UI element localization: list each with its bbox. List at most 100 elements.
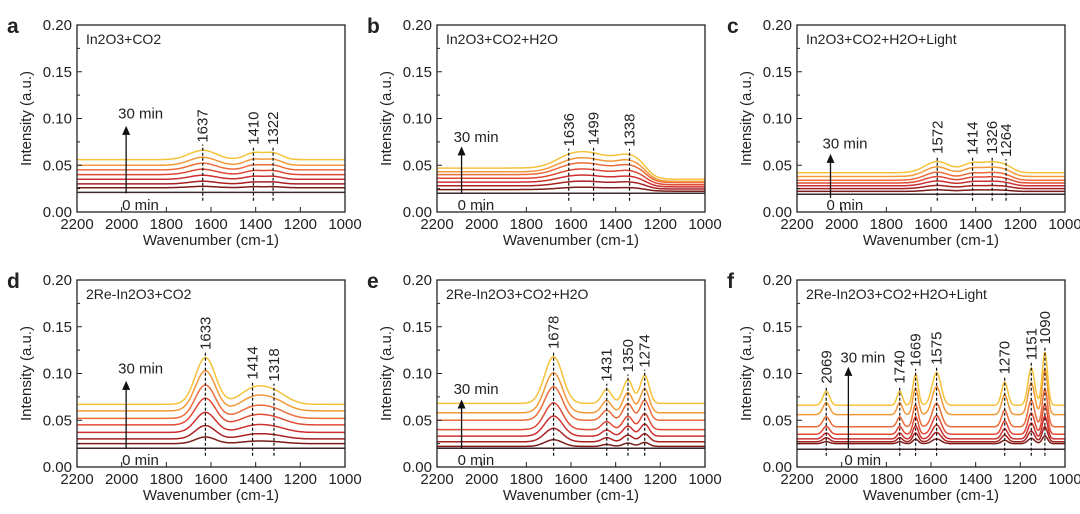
x-tick-label: 1400 — [239, 471, 272, 488]
peak-label: 1414 — [965, 121, 982, 154]
curve-3 — [797, 415, 1065, 440]
x-tick-label: 2000 — [825, 471, 858, 488]
time-label-end: 30 min — [454, 129, 499, 146]
panel-letter: c — [727, 15, 739, 38]
y-tick-label: 0.20 — [43, 272, 72, 289]
x-tick-label: 1000 — [688, 216, 721, 233]
y-axis-title: Intensity (a.u.) — [738, 326, 755, 421]
curve-2 — [437, 180, 705, 190]
y-tick-label: 0.10 — [403, 111, 432, 128]
peak-label: 1326 — [984, 121, 1001, 154]
y-tick-label: 0.05 — [403, 412, 432, 429]
panel-e: 1678 1431 1350 1274 30 min 0 min 0.00 0.05 0.10 0… — [367, 270, 722, 504]
time-label-start: 0 min — [122, 197, 159, 214]
time-label-end: 30 min — [118, 361, 163, 378]
y-tick-label: 0.20 — [403, 17, 432, 34]
arrow-head-icon — [457, 399, 466, 409]
x-axis-title: Wavenumber (cm-1) — [143, 487, 279, 504]
curve-6 — [797, 368, 1065, 416]
y-tick-label: 0.10 — [403, 366, 432, 383]
panel-title: 2Re-In2O3+CO2+H2O — [446, 286, 589, 302]
curve-1 — [77, 436, 345, 445]
arrow-head-icon — [122, 380, 131, 390]
x-tick-label: 1200 — [284, 216, 317, 233]
curve-2 — [77, 180, 345, 185]
x-tick-label: 1200 — [1004, 216, 1037, 233]
curve-3 — [77, 174, 345, 181]
y-tick-label: 0.20 — [43, 17, 72, 34]
time-label-end: 30 min — [118, 106, 163, 123]
y-axis-title: Intensity (a.u.) — [738, 71, 755, 166]
x-axis-title: Wavenumber (cm-1) — [863, 487, 999, 504]
y-tick-label: 0.10 — [763, 366, 792, 383]
panel-letter: a — [7, 15, 19, 38]
x-tick-label: 1000 — [688, 471, 721, 488]
curve-5 — [77, 162, 345, 171]
y-tick-label: 0.05 — [43, 157, 72, 174]
x-tick-label: 1200 — [644, 216, 677, 233]
curve-2 — [797, 425, 1065, 443]
curve-1 — [437, 186, 705, 192]
x-tick-label: 2000 — [465, 216, 498, 233]
x-tick-label: 1600 — [914, 216, 947, 233]
x-tick-label: 1000 — [1048, 216, 1080, 233]
y-tick-label: 0.05 — [403, 157, 432, 174]
panel-a: 1637 1410 1322 30 min 0 min 0.00 0.05 0.10 0.15 0… — [7, 15, 362, 249]
plot-frame — [796, 24, 1066, 213]
x-tick-label: 1600 — [554, 216, 587, 233]
curve-4 — [437, 402, 705, 431]
x-axis-title: Wavenumber (cm-1) — [503, 232, 639, 249]
peak-label: 1575 — [929, 332, 946, 365]
panel-d: 1633 1414 1318 30 min 0 min 0.00 0.05 0.10 0.15 0… — [7, 270, 362, 504]
curve-2 — [797, 184, 1065, 190]
curve-5 — [437, 386, 705, 422]
curve-2 — [77, 424, 345, 440]
y-tick-label: 0.10 — [43, 111, 72, 128]
x-tick-label: 2000 — [465, 471, 498, 488]
peak-label: 1499 — [586, 112, 603, 145]
curve-1 — [437, 439, 705, 448]
peak-label: 1637 — [195, 109, 212, 142]
panel-b: 1636 1499 1338 30 min 0 min 0.00 0.05 0.10 0.15 0… — [367, 15, 722, 249]
panel-title: In2O3+CO2+H2O — [446, 31, 558, 47]
x-tick-label: 1800 — [150, 471, 183, 488]
x-tick-label: 1600 — [554, 471, 587, 488]
curve-7 — [437, 355, 705, 405]
panel-letter: f — [727, 270, 735, 293]
y-tick-label: 0.15 — [763, 319, 792, 336]
x-axis-title: Wavenumber (cm-1) — [863, 232, 999, 249]
y-tick-label: 0.05 — [43, 412, 72, 429]
curve-1 — [797, 435, 1065, 445]
y-tick-label: 0.20 — [763, 17, 792, 34]
x-tick-label: 1800 — [510, 216, 543, 233]
curve-3 — [77, 411, 345, 434]
y-axis-title: Intensity (a.u.) — [378, 71, 395, 166]
y-tick-label: 0.15 — [763, 64, 792, 81]
x-tick-label: 1600 — [914, 471, 947, 488]
curve-1 — [797, 189, 1065, 193]
x-tick-label: 2200 — [780, 471, 813, 488]
x-tick-label: 1800 — [150, 216, 183, 233]
y-tick-label: 0.10 — [763, 111, 792, 128]
x-tick-label: 1400 — [959, 471, 992, 488]
time-label-end: 30 min — [454, 381, 499, 398]
peak-label: 1322 — [265, 112, 282, 145]
curve-7 — [77, 149, 345, 161]
x-tick-label: 2200 — [780, 216, 813, 233]
curve-2 — [437, 427, 705, 443]
x-tick-label: 1000 — [1048, 471, 1080, 488]
x-axis-title: Wavenumber (cm-1) — [143, 232, 279, 249]
panel-letter: d — [7, 270, 20, 293]
y-tick-label: 0.00 — [403, 459, 432, 476]
peak-label: 1151 — [1023, 328, 1040, 360]
peak-label: 1264 — [998, 124, 1015, 157]
curve-5 — [437, 162, 705, 184]
peak-label: 2069 — [818, 350, 835, 383]
y-tick-label: 0.05 — [763, 412, 792, 429]
x-tick-label: 2200 — [60, 471, 93, 488]
arrow-head-icon — [844, 366, 853, 376]
x-tick-label: 1000 — [328, 216, 361, 233]
arrow-head-icon — [457, 146, 466, 156]
curve-4 — [797, 175, 1065, 184]
